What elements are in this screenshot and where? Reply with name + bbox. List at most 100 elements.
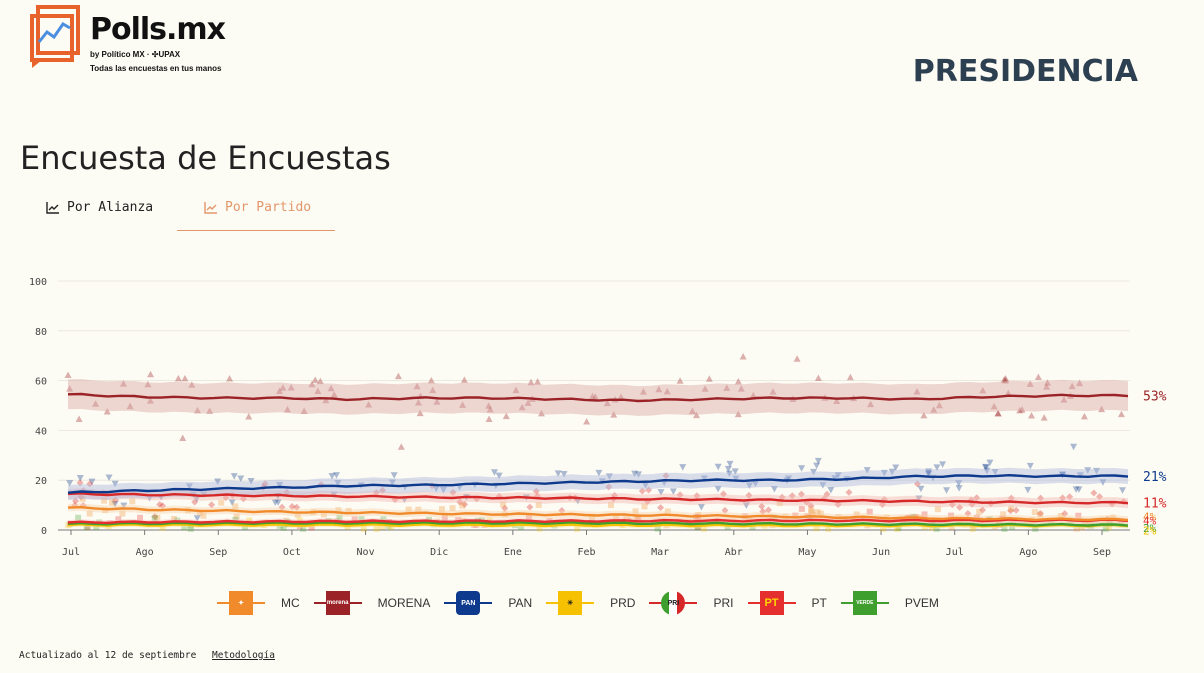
poll-point (441, 514, 448, 521)
series-end-label: 11% (1143, 497, 1167, 512)
section-heading: PRESIDENCIA (912, 54, 1138, 89)
methodology-link[interactable]: Metodología (212, 650, 275, 661)
poll-point (920, 411, 928, 419)
legend-item-mc[interactable]: ✦ MC (217, 591, 300, 615)
poll-point (1002, 374, 1010, 382)
x-tick-label: Mar (651, 547, 669, 558)
poll-point (535, 502, 542, 509)
legend-item-pri[interactable]: PRI PRI (649, 591, 734, 615)
polls-mx-logo[interactable]: Polls.mx by Político MX · ✣UPAX Todas la… (30, 4, 270, 74)
poll-point (574, 525, 581, 532)
poll-point (119, 510, 126, 517)
poll-point (623, 513, 630, 520)
legend-item-prd[interactable]: ☀ PRD (546, 591, 635, 615)
poll-point (700, 475, 708, 483)
poll-point (1073, 525, 1080, 532)
poll-point (438, 506, 445, 513)
legend-label: PAN (508, 596, 533, 610)
poll-point (778, 493, 786, 501)
poll-point (813, 462, 821, 470)
mc-eagle-icon: ✦ (229, 591, 253, 615)
party-legend: ✦ MC morena MORENA PAN PAN ☀ PRD PRI PRI (217, 590, 953, 616)
poll-point (771, 514, 778, 521)
poll-point (583, 417, 591, 425)
poll-point (1066, 493, 1074, 501)
brand-byline: by Político MX · ✣UPAX (90, 50, 181, 59)
legend-item-pt[interactable]: PT PT (747, 591, 827, 615)
poll-point (208, 501, 216, 509)
poll-point (335, 507, 342, 514)
poll-point (641, 503, 648, 510)
poll-point (688, 407, 696, 415)
trend-lines-layer (67, 392, 1129, 528)
poll-point (888, 468, 896, 476)
poll-point (86, 480, 94, 488)
poll-point (1117, 410, 1125, 418)
poll-point (714, 485, 722, 493)
poll-point (119, 380, 127, 387)
poll-point (1026, 462, 1034, 470)
poll-point (788, 492, 796, 500)
legend-item-pvem[interactable]: VERDE PVEM (840, 591, 939, 615)
poll-point (111, 500, 119, 508)
poll-point (380, 516, 387, 523)
brand-name: Polls.mx (90, 12, 226, 47)
poll-point (274, 499, 282, 506)
tab-por-alianza[interactable]: Por Alianza (46, 184, 153, 231)
poll-point (1072, 486, 1080, 493)
poll-point (1099, 479, 1107, 486)
prd-sun-icon: ☀ (558, 591, 583, 615)
poll-point (501, 504, 509, 512)
poll-point (77, 493, 85, 501)
poll-point (560, 470, 568, 478)
x-tick-label: Oct (283, 547, 301, 558)
poll-point (948, 512, 955, 519)
poll-point (943, 487, 951, 494)
poll-point (1044, 379, 1052, 386)
poll-point (137, 514, 144, 521)
poll-point (726, 460, 734, 468)
poll-point (814, 374, 822, 382)
poll-point (845, 488, 853, 496)
poll-point (233, 513, 240, 520)
poll-point (823, 490, 831, 498)
poll-point (1024, 486, 1032, 494)
poll-point (964, 509, 972, 517)
poll-point (261, 480, 269, 488)
legend-item-pan[interactable]: PAN PAN (444, 591, 532, 615)
poll-point (641, 482, 649, 489)
poll-point (817, 510, 824, 517)
tab-por-partido[interactable]: Por Partido (204, 184, 311, 231)
poll-point (1037, 494, 1045, 502)
poll-point (111, 496, 119, 504)
poll-point (644, 497, 652, 505)
poll-point (1090, 489, 1098, 497)
poll-point (1028, 411, 1036, 419)
poll-point (664, 508, 671, 515)
poll-point (328, 473, 336, 480)
line-chart-icon (204, 201, 217, 214)
trend-line (67, 521, 1129, 527)
poll-point (526, 514, 533, 521)
x-tick-label: Sep (209, 547, 227, 558)
poll-point (390, 472, 398, 479)
poll-point (723, 384, 731, 391)
poll-point (982, 464, 990, 472)
poll-point (798, 465, 806, 472)
poll-point (589, 392, 597, 400)
poll-point (827, 487, 835, 494)
poll-point (245, 412, 253, 420)
poll-point (981, 463, 989, 471)
x-tick-label: Ago (1019, 547, 1037, 558)
poll-point (1075, 486, 1083, 493)
poll-point (705, 375, 713, 382)
poll-point (853, 511, 860, 518)
poll-point (657, 489, 665, 496)
legend-item-morena[interactable]: morena MORENA (313, 591, 430, 615)
poll-point (276, 387, 284, 395)
poll-point (1024, 520, 1031, 527)
tab-label: Por Partido (225, 200, 312, 215)
poll-point (1007, 494, 1015, 502)
poll-point (75, 415, 83, 423)
poll-point (154, 514, 161, 521)
